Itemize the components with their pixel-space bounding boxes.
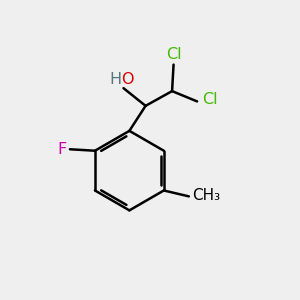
Text: F: F xyxy=(57,142,66,157)
Text: H: H xyxy=(109,72,121,87)
Text: Cl: Cl xyxy=(202,92,217,107)
Text: O: O xyxy=(121,72,134,87)
Text: CH₃: CH₃ xyxy=(192,188,220,203)
Text: Cl: Cl xyxy=(166,47,182,62)
